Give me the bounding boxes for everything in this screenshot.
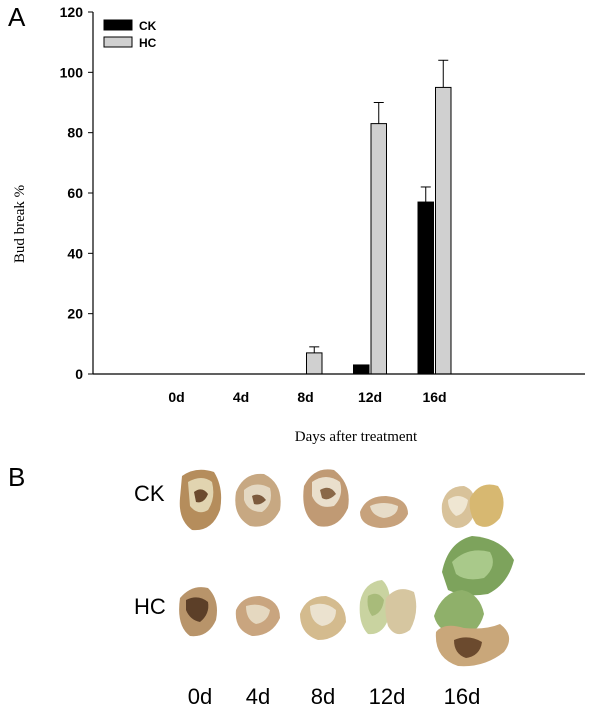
legend-swatch-ck bbox=[103, 19, 133, 31]
bud-image-ck-4d bbox=[235, 473, 281, 527]
bar-ck-12d bbox=[353, 364, 370, 375]
row-label-ck: CK bbox=[134, 481, 165, 506]
bar-ck-16d bbox=[417, 201, 434, 375]
x-tick-label: 16d bbox=[422, 389, 446, 405]
bar-hc-12d bbox=[370, 123, 387, 375]
day-label-12d: 12d bbox=[368, 684, 406, 709]
row-label-hc: HC bbox=[134, 594, 166, 619]
legend-label-hc: HC bbox=[139, 36, 157, 50]
y-tick-label: 100 bbox=[60, 64, 84, 80]
legend: CK HC bbox=[103, 19, 157, 50]
day-label-0d: 0d bbox=[187, 684, 213, 709]
x-tick-label: 8d bbox=[297, 389, 313, 405]
bar-hc-8d bbox=[306, 352, 323, 375]
y-tick-label: 80 bbox=[67, 125, 83, 141]
bud-image-hc-12d bbox=[359, 580, 417, 635]
x-tick-label: 4d bbox=[233, 389, 249, 405]
day-label-8d: 8d bbox=[310, 684, 336, 709]
y-tick-label: 60 bbox=[67, 185, 83, 201]
bud-break-chart: 0 20 40 60 80 100 120 0d 4d 8d 12d 16d CK HC Bud br… bbox=[12, 4, 585, 445]
bud-image-ck-8d bbox=[303, 469, 349, 527]
bar-hc-16d bbox=[435, 86, 452, 375]
y-tick-label: 40 bbox=[67, 245, 83, 261]
legend-swatch-hc bbox=[103, 36, 133, 48]
bud-image-ck-12d bbox=[360, 496, 408, 528]
bud-image-hc-8d bbox=[300, 596, 346, 640]
bud-image-ck-16d bbox=[441, 484, 504, 528]
panel-b-letter: B bbox=[8, 462, 26, 492]
x-tick-label: 0d bbox=[168, 389, 184, 405]
bud-image-hc-16d bbox=[434, 536, 514, 667]
panel-a-letter: A bbox=[8, 2, 26, 32]
x-tick-label: 12d bbox=[358, 389, 382, 405]
x-axis-label: Days after treatment bbox=[295, 429, 418, 445]
legend-label-ck: CK bbox=[139, 19, 157, 33]
day-label-4d: 4d bbox=[245, 684, 271, 709]
y-tick-label: 20 bbox=[67, 306, 83, 322]
bud-image-hc-4d bbox=[235, 596, 280, 636]
y-axis-label: Bud break % bbox=[12, 185, 28, 263]
y-tick-label: 0 bbox=[75, 366, 83, 382]
bud-image-ck-0d bbox=[179, 469, 222, 531]
y-tick-label: 120 bbox=[60, 4, 84, 20]
day-label-16d: 16d bbox=[443, 684, 481, 709]
bud-image-hc-0d bbox=[179, 587, 217, 637]
